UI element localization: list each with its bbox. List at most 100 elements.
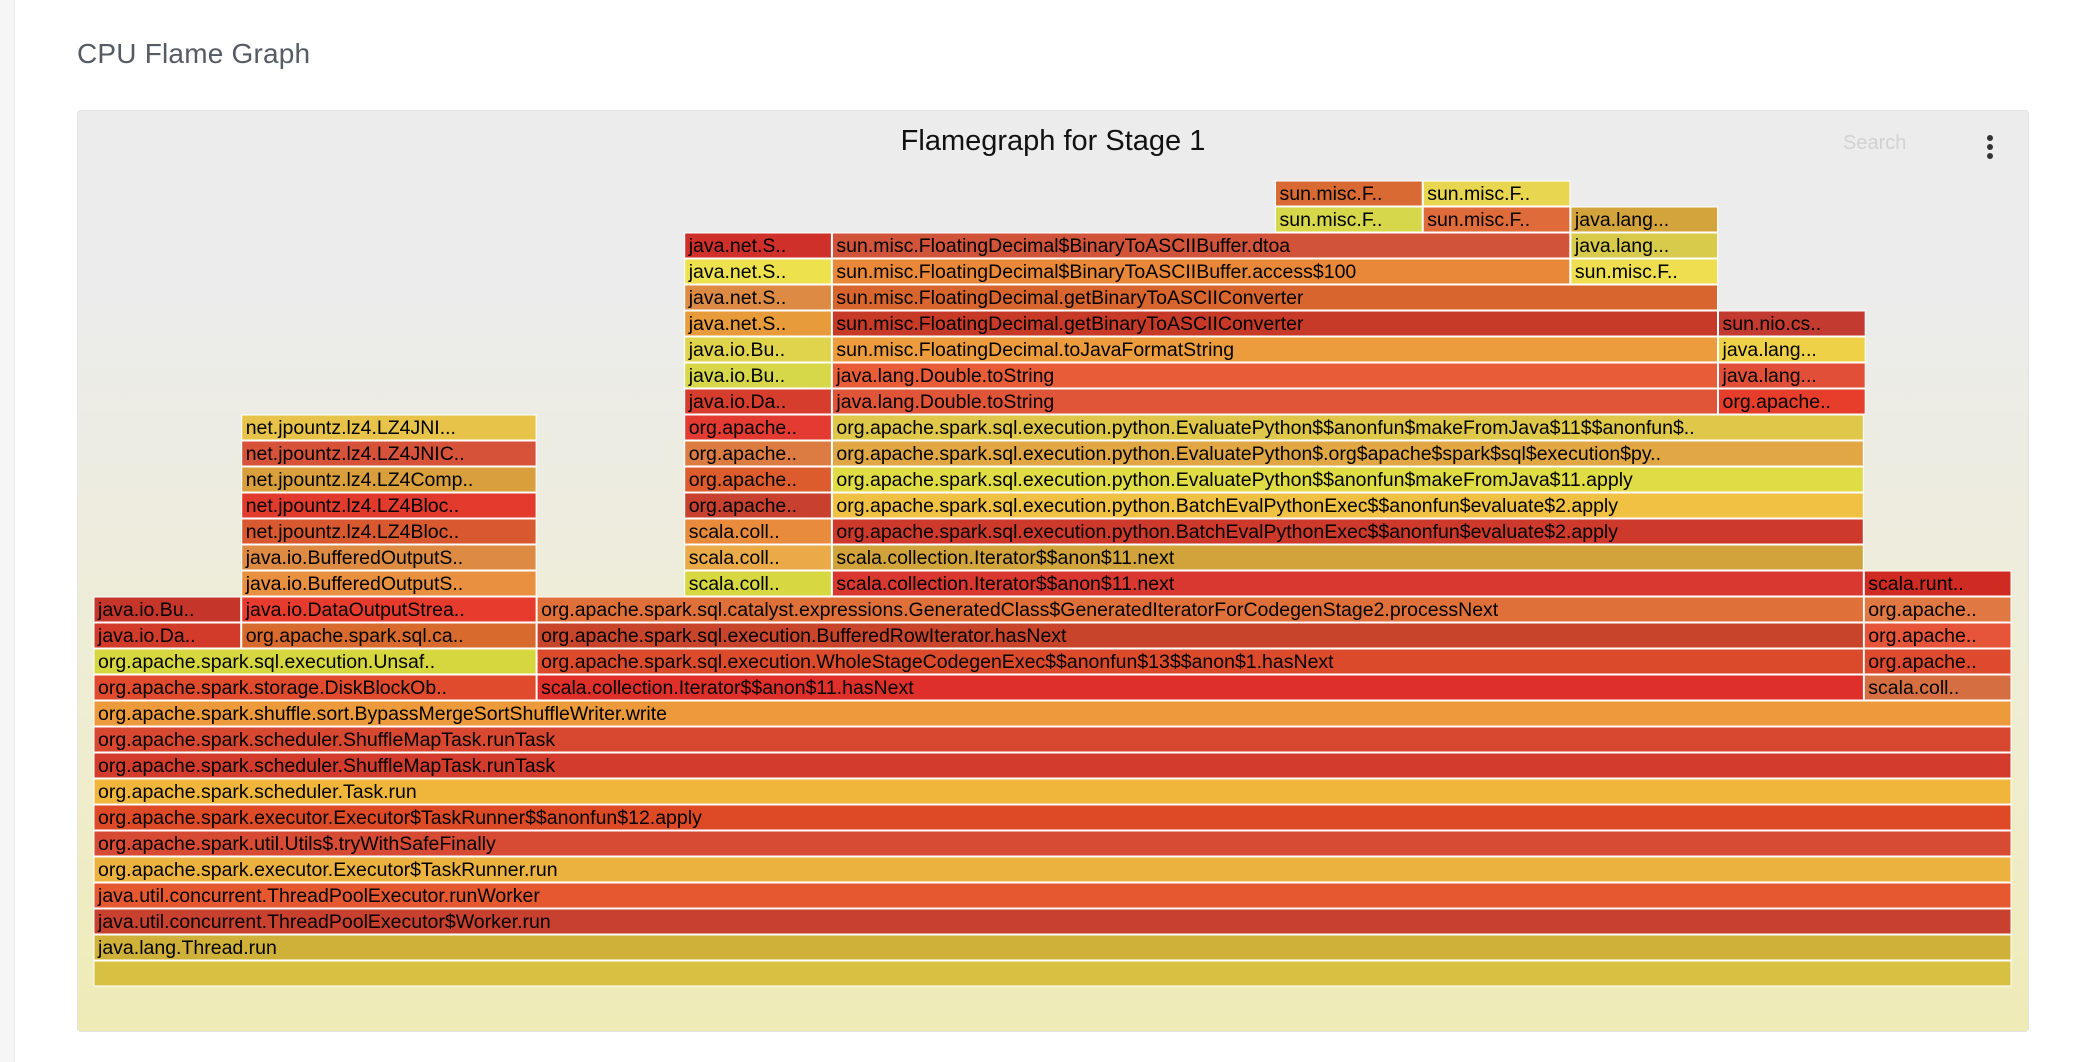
- flame-frame[interactable]: org.apache.spark.sql.execution.python.Ba…: [831, 492, 1864, 519]
- flame-frame-bar[interactable]: [93, 804, 2012, 831]
- flame-frame[interactable]: org.apache..: [1863, 648, 2012, 675]
- flame-frame-bar[interactable]: [93, 700, 2012, 727]
- flame-frame[interactable]: sun.misc.F..: [1570, 258, 1719, 285]
- flame-frame-bar[interactable]: [93, 778, 2012, 805]
- flame-frame[interactable]: scala.collection.Iterator$$anon$11.next: [831, 544, 1864, 571]
- flame-frame-bar[interactable]: [684, 258, 832, 285]
- flame-frame-bar[interactable]: [93, 882, 2012, 909]
- flame-frame[interactable]: net.jpountz.lz4.LZ4Bloc..: [241, 492, 537, 519]
- flame-frame[interactable]: org.apache.spark.sql.execution.python.Ev…: [831, 440, 1864, 467]
- flame-frame-bar[interactable]: [93, 934, 2012, 961]
- flame-frame[interactable]: sun.misc.F..: [1422, 180, 1571, 207]
- flame-frame-bar[interactable]: [1718, 362, 1866, 389]
- flame-frame-bar[interactable]: [241, 414, 537, 441]
- flame-frame-bar[interactable]: [831, 544, 1864, 571]
- flame-frame[interactable]: org.apache.spark.executor.Executor$TaskR…: [93, 856, 2012, 883]
- flame-frame[interactable]: org.apache..: [684, 466, 832, 493]
- flame-frame[interactable]: org.apache.spark.scheduler.ShuffleMapTas…: [93, 752, 2012, 779]
- flame-frame-bar[interactable]: [1422, 206, 1571, 233]
- flame-frame[interactable]: java.io.BufferedOutputS..: [241, 570, 537, 597]
- flame-frame[interactable]: scala.coll..: [684, 544, 832, 571]
- flame-frame[interactable]: sun.misc.FloatingDecimal.toJavaFormatStr…: [831, 336, 1718, 363]
- flame-frame-bar[interactable]: [1863, 648, 2012, 675]
- flame-frame[interactable]: sun.misc.FloatingDecimal.getBinaryToASCI…: [831, 310, 1718, 337]
- flame-frame-bar[interactable]: [93, 752, 2012, 779]
- flame-frame[interactable]: scala.coll..: [684, 518, 832, 545]
- flame-frame-bar[interactable]: [1275, 180, 1423, 207]
- flame-frame-bar[interactable]: [1718, 310, 1866, 337]
- flame-frame-bar[interactable]: [831, 466, 1864, 493]
- flame-frame-bar[interactable]: [1570, 258, 1719, 285]
- menu-button[interactable]: [1975, 129, 2005, 165]
- flame-frame[interactable]: scala.coll..: [684, 570, 832, 597]
- flame-frame[interactable]: org.apache.spark.scheduler.Task.run: [93, 778, 2012, 805]
- flame-frame-bar[interactable]: [684, 518, 832, 545]
- flame-frame-bar[interactable]: [1863, 622, 2012, 649]
- flame-frame-bar[interactable]: [684, 284, 832, 311]
- flame-frame-bar[interactable]: [831, 284, 1718, 311]
- flame-frame[interactable]: java.io.Da..: [93, 622, 242, 649]
- flame-frame-bar[interactable]: [684, 414, 832, 441]
- flame-frame-bar[interactable]: [831, 388, 1718, 415]
- flame-frame[interactable]: org.apache.spark.util.Utils$.tryWithSafe…: [93, 830, 2012, 857]
- flame-frame[interactable]: java.net.S..: [684, 258, 832, 285]
- flamegraph-chart[interactable]: java.lang.Thread.run java.util.concurrent…: [78, 111, 2028, 1031]
- flame-frame-bar[interactable]: [1570, 232, 1719, 259]
- flame-frame[interactable]: java.util.concurrent.ThreadPoolExecutor$…: [93, 908, 2012, 935]
- flame-frame[interactable]: org.apache..: [684, 440, 832, 467]
- flame-frame-bar[interactable]: [684, 232, 832, 259]
- flame-frame[interactable]: org.apache..: [1863, 596, 2012, 623]
- flame-frame-bar[interactable]: [684, 310, 832, 337]
- flame-frame[interactable]: sun.misc.F..: [1275, 206, 1423, 233]
- flame-frame-bar[interactable]: [241, 518, 537, 545]
- flame-frame[interactable]: java.io.Da..: [684, 388, 832, 415]
- flame-frame-bar[interactable]: [831, 492, 1864, 519]
- flame-frame[interactable]: net.jpountz.lz4.LZ4JNIC..: [241, 440, 537, 467]
- flame-frame-bar[interactable]: [536, 648, 1864, 675]
- flame-frame[interactable]: scala.collection.Iterator$$anon$11.hasNe…: [536, 674, 1864, 701]
- flame-frame-bar[interactable]: [93, 856, 2012, 883]
- flame-frame-bar[interactable]: [1863, 570, 2012, 597]
- flame-frame-bar[interactable]: [93, 648, 537, 675]
- flame-frame[interactable]: org.apache.spark.sql.ca..: [241, 622, 537, 649]
- flame-frame-bar[interactable]: [241, 440, 537, 467]
- flame-frame[interactable]: org.apache.spark.sql.execution.Unsaf..: [93, 648, 537, 675]
- flame-frame-bar[interactable]: [831, 518, 1864, 545]
- flame-frame[interactable]: net.jpountz.lz4.LZ4JNI...: [241, 414, 537, 441]
- flame-frame-bar[interactable]: [831, 414, 1864, 441]
- flame-frame-bar[interactable]: [1275, 206, 1423, 233]
- flame-frame-bar[interactable]: [831, 362, 1718, 389]
- flame-frame-bar[interactable]: [1570, 206, 1719, 233]
- flame-frame-bar[interactable]: [684, 466, 832, 493]
- flame-frame[interactable]: org.apache.spark.scheduler.ShuffleMapTas…: [93, 726, 2012, 753]
- flame-frame[interactable]: java.net.S..: [684, 310, 832, 337]
- flame-frame-bar[interactable]: [93, 960, 2012, 987]
- flame-frame[interactable]: org.apache..: [684, 414, 832, 441]
- flame-frame[interactable]: java.lang.Double.toString: [831, 362, 1718, 389]
- flame-frame-bar[interactable]: [1863, 674, 2012, 701]
- flame-frame-bar[interactable]: [684, 440, 832, 467]
- flame-frame[interactable]: java.lang.Thread.run: [93, 934, 2012, 961]
- flame-frame[interactable]: java.net.S..: [684, 232, 832, 259]
- flame-frame[interactable]: java.io.BufferedOutputS..: [241, 544, 537, 571]
- flame-frame[interactable]: sun.misc.FloatingDecimal$BinaryToASCIIBu…: [831, 232, 1571, 259]
- flame-frame-bar[interactable]: [93, 726, 2012, 753]
- flame-frame-bar[interactable]: [93, 830, 2012, 857]
- flame-frame[interactable]: sun.nio.cs..: [1718, 310, 1866, 337]
- flame-frame-bar[interactable]: [93, 596, 242, 623]
- flame-frame[interactable]: sun.misc.FloatingDecimal.getBinaryToASCI…: [831, 284, 1718, 311]
- flame-frame[interactable]: [93, 960, 2012, 987]
- flame-frame[interactable]: java.lang.Double.toString: [831, 388, 1718, 415]
- flame-frame-bar[interactable]: [241, 492, 537, 519]
- flame-frame-bar[interactable]: [241, 596, 537, 623]
- flame-frame-bar[interactable]: [93, 622, 242, 649]
- flame-frame[interactable]: org.apache.spark.sql.execution.python.Ev…: [831, 414, 1864, 441]
- flame-frame[interactable]: org.apache.spark.executor.Executor$TaskR…: [93, 804, 2012, 831]
- flame-frame-bar[interactable]: [1718, 336, 1866, 363]
- flame-frame-bar[interactable]: [93, 908, 2012, 935]
- flame-frame[interactable]: org.apache..: [1718, 388, 1866, 415]
- flame-frame-bar[interactable]: [684, 336, 832, 363]
- flame-frame-bar[interactable]: [831, 232, 1571, 259]
- flame-frame-bar[interactable]: [241, 544, 537, 571]
- flame-frame-bar[interactable]: [241, 466, 537, 493]
